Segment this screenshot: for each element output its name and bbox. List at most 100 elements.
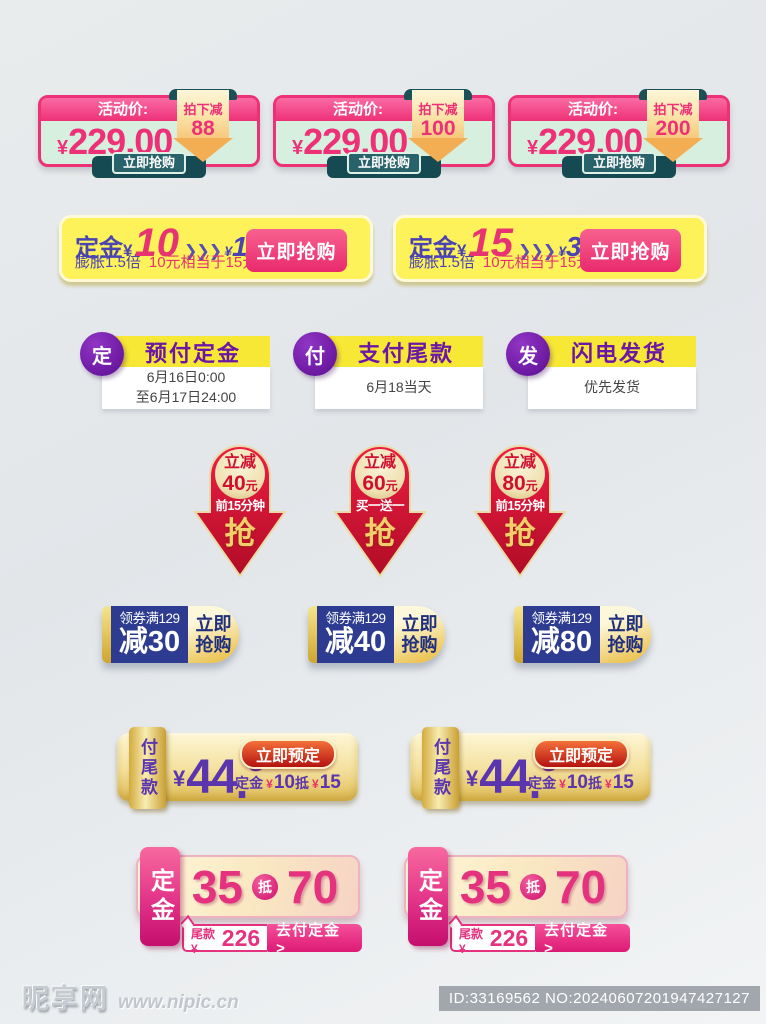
arrow-value: 200 — [655, 117, 691, 140]
note-label: 定金 — [528, 775, 557, 791]
discount-arrow-ribbon: 拍下减 88 — [169, 89, 237, 162]
coupon-condition: 领券满129 — [325, 610, 386, 626]
pay-deposit-button[interactable]: 去付定金 > — [535, 922, 630, 957]
arrow-head-icon — [408, 138, 468, 162]
activity-price-label: 活动价: — [568, 101, 618, 118]
coupon-discount: 减80 — [530, 626, 593, 659]
price-tag-row: 活动价: ¥229.00 拍下减 88 立即抢购 活动价: ¥229.00 拍下… — [38, 89, 730, 178]
coupon-buy-button[interactable]: 立即 抢购 — [394, 606, 445, 663]
currency-symbol: ¥ — [224, 243, 232, 259]
deposit-amount: 10 — [134, 221, 179, 265]
discount-value: 60元 — [362, 472, 398, 495]
buy-label-line1: 立即 — [195, 613, 232, 634]
step-date-line1: 6月18当天 — [366, 379, 432, 396]
arrow-strip: 拍下减 200 — [647, 90, 699, 140]
arrow-value: 88 — [191, 117, 215, 140]
buy-now-button[interactable]: 立即抢购 — [246, 229, 347, 272]
buy-now-button[interactable]: 立即抢购 — [581, 152, 657, 174]
badge-bottom: 尾款¥ 226 去付定金 > — [182, 922, 362, 957]
final-payment-badge: 付尾款 ¥44.9 立即预定 定金¥10抵¥15 — [117, 727, 358, 809]
deposit-worth-note: 定金 ¥10 抵 ¥15 — [528, 772, 634, 794]
instant-discount-label: 立减 — [363, 454, 396, 471]
coupon-buy-button[interactable]: 立即 抢购 — [600, 606, 651, 663]
discount-arrow-ribbon: 拍下减 100 — [404, 89, 472, 162]
coupon-edge-icon — [514, 606, 523, 663]
arrow-head-icon — [643, 138, 703, 162]
deposit-worth-badge: 35 抵 70 定金 尾款¥ 226 去付定金 > — [132, 847, 362, 957]
buy-label-line2: 抢购 — [401, 634, 438, 655]
balance-pill: 尾款¥ 226 — [182, 924, 268, 956]
deposit-note: 膨胀1.5倍 10元相当于15元 — [75, 251, 257, 272]
reserve-now-button[interactable]: 立即预定 — [532, 739, 629, 769]
coupon-buy-button[interactable]: 立即 抢购 — [188, 606, 239, 663]
reserve-now-button[interactable]: 立即预定 — [239, 739, 336, 769]
buy-label-line2: 抢购 — [607, 634, 644, 655]
currency-symbol: ¥ — [559, 777, 566, 791]
expand-ratio-text: 膨胀1.5倍 — [75, 254, 141, 271]
currency-symbol: ¥ — [466, 766, 479, 791]
coupon-edge-icon — [102, 606, 111, 663]
grab-label: 抢 — [224, 516, 256, 551]
step-title: 支付尾款 — [315, 336, 483, 367]
final-payment-badge: 付尾款 ¥44.9 立即预定 定金¥10抵¥15 — [410, 727, 651, 809]
coupon-discount: 减30 — [118, 626, 181, 659]
step-description: 6月18当天 — [315, 367, 483, 409]
price-int: 44 — [479, 751, 530, 805]
instant-discount-label: 立减 — [503, 454, 536, 471]
coupon-condition: 领券满129 — [531, 610, 592, 626]
note-value: 10 — [273, 772, 295, 793]
currency-symbol: ¥ — [57, 137, 69, 159]
coupon-badge[interactable]: 领券满129 减40 立即 抢购 — [308, 606, 445, 663]
coupon-discount: 减40 — [324, 626, 387, 659]
discount-value: 80元 — [502, 472, 538, 495]
deposit-amount: 35 — [459, 860, 511, 913]
currency-symbol: ¥ — [457, 241, 467, 260]
arrow-strip: 拍下减 88 — [177, 90, 229, 140]
site-url: www.nipic.cn — [118, 992, 239, 1013]
deposit-worth-row: 35 抵 70 定金 尾款¥ 226 去付定金 > 35 抵 70 定金 — [132, 847, 630, 957]
site-logo: 昵享网 — [22, 984, 109, 1014]
pay-deposit-button[interactable]: 去付定金 > — [267, 922, 362, 957]
worth-label: 抵 — [295, 775, 309, 791]
coupon-main: 领券满129 减40 — [317, 606, 394, 663]
discount-value: 40元 — [222, 472, 258, 495]
grab-label: 抢 — [364, 516, 396, 551]
deposit-ribbon: 定金 — [408, 847, 448, 946]
step-badge-icon: 定 — [80, 332, 124, 376]
down-arrow-icon — [193, 445, 287, 578]
buy-now-button[interactable]: 立即抢购 — [580, 229, 681, 272]
pay-balance-ribbon: 付尾款 — [129, 727, 166, 809]
condition-text: 前15分钟 — [215, 499, 265, 513]
balance-label: 尾款¥ — [459, 927, 484, 956]
coupon-badge[interactable]: 领券满129 减30 立即 抢购 — [102, 606, 239, 663]
coupon-edge-icon — [308, 606, 317, 663]
balance-value: 226 — [221, 925, 261, 951]
currency-symbol: ¥ — [605, 777, 612, 791]
pay-balance-ribbon: 付尾款 — [422, 727, 459, 809]
coupon-badge[interactable]: 领券满129 减80 立即 抢购 — [514, 606, 651, 663]
badge-right: 立即预定 定金 ¥10 抵 ¥15 — [518, 739, 644, 794]
currency-symbol: ¥ — [292, 137, 304, 159]
badge-right: 立即预定 定金 ¥10 抵 ¥15 — [225, 739, 351, 794]
step-fast-shipping: 发 闪电发货 优先发货 — [506, 332, 696, 409]
watermark: 昵享网 www.nipic.cn — [22, 977, 239, 1016]
worth-amount: 70 — [287, 860, 339, 913]
equivalence-text: 10元相当于15元 — [148, 254, 258, 271]
down-arrow-icon — [473, 445, 567, 578]
buy-now-button[interactable]: 立即抢购 — [346, 152, 422, 174]
currency-symbol: ¥ — [123, 241, 133, 260]
chevrons-icon: ❯❯❯ — [183, 243, 222, 260]
balance-label: 尾款¥ — [191, 927, 216, 956]
buy-now-button[interactable]: 立即抢购 — [111, 152, 187, 174]
down-arrow-icon — [333, 445, 427, 578]
arrow-label: 拍下减 — [418, 102, 458, 117]
arrow-value: 100 — [420, 117, 456, 140]
step-prepay-deposit: 定 预付定金 6月16日0:00 至6月17日24:00 — [80, 332, 270, 409]
discount-arrow-badge: 立减 40元 前15分钟 抢 — [190, 434, 290, 582]
grab-label: 抢 — [504, 516, 536, 551]
currency-symbol: ¥ — [266, 777, 273, 791]
worth-circle-icon: 抵 — [520, 873, 546, 900]
